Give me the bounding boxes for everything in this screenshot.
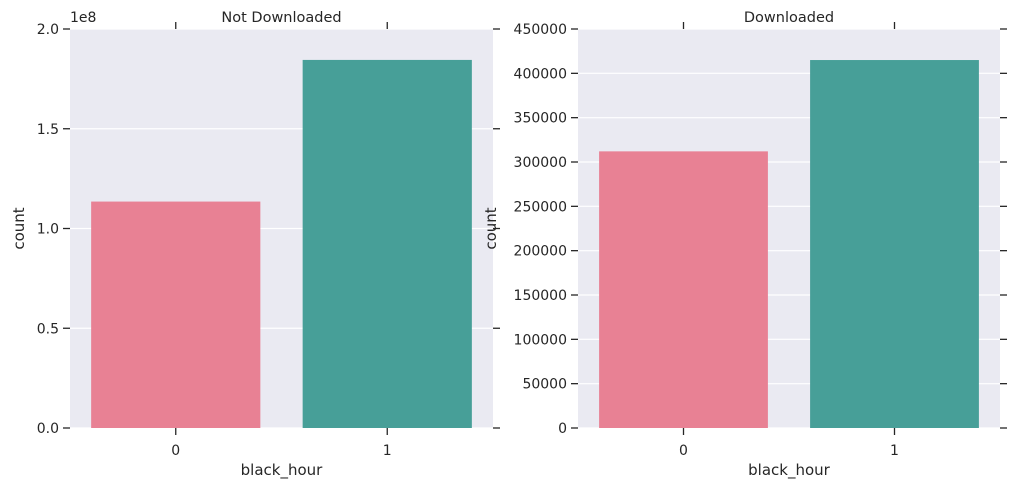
- y-tick-label: 0.0: [37, 421, 59, 437]
- y-tick-label: 50000: [522, 377, 567, 393]
- y-tick-label: 150000: [514, 288, 567, 304]
- x-tick-label: 1: [890, 443, 899, 459]
- y-tick-label: 100000: [514, 332, 567, 348]
- subplot-1: 0 50000 100000 150000 200000 250000 300000 3500…: [482, 10, 1007, 480]
- y-tick-label: 1.0: [37, 222, 59, 238]
- chart-title: Not Downloaded: [221, 10, 341, 26]
- y-tick-label: 0.5: [37, 321, 59, 337]
- y-tick-label: 350000: [514, 111, 567, 127]
- y-axis-offset-label: 1e8: [70, 10, 96, 26]
- chart-title: Downloaded: [744, 10, 834, 26]
- y-axis-label: count: [10, 207, 28, 249]
- bar-0: [91, 201, 261, 428]
- x-tick-label: 1: [383, 443, 392, 459]
- y-tick-label: 300000: [514, 155, 567, 171]
- y-tick-label: 1.5: [37, 122, 59, 138]
- x-tick-label: 0: [679, 443, 688, 459]
- x-tick-label: 0: [171, 443, 180, 459]
- y-axis-label: count: [482, 207, 500, 249]
- y-tick-label: 450000: [514, 22, 567, 38]
- subplot-0: 0.0 0.5 1.0 1.5 2.0 0 1 Not Downloaded black_hou…: [10, 10, 500, 480]
- x-axis-label: black_hour: [748, 461, 831, 480]
- y-tick-label: 400000: [514, 66, 567, 82]
- y-tick-label: 250000: [514, 199, 567, 215]
- x-axis-label: black_hour: [241, 461, 324, 480]
- y-tick-label: 0: [558, 421, 567, 437]
- y-tick-label: 200000: [514, 244, 567, 260]
- y-tick-label: 2.0: [37, 22, 59, 38]
- bar-1: [302, 59, 472, 429]
- bar-0: [599, 151, 768, 429]
- bar-1: [810, 60, 979, 429]
